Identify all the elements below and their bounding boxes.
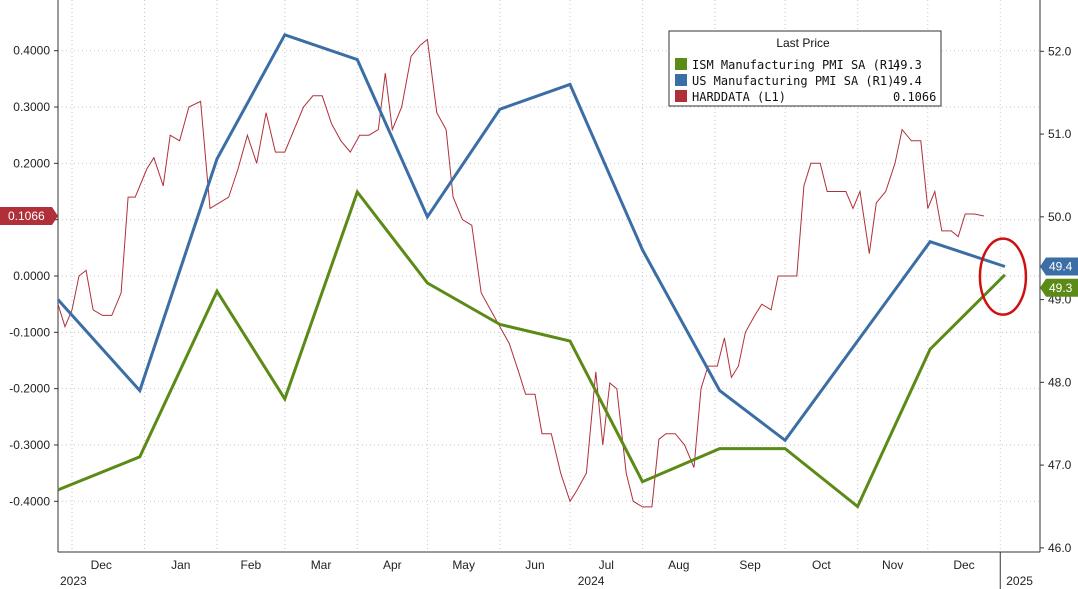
left-tick-label: -0.1000 bbox=[9, 325, 50, 339]
month-label: Aug bbox=[668, 558, 689, 572]
left-tick-label: -0.2000 bbox=[9, 382, 50, 396]
month-label: Feb bbox=[241, 558, 262, 572]
series-lines bbox=[56, 32, 1028, 509]
month-label: Jul bbox=[599, 558, 614, 572]
left-last-value-text: 0.1066 bbox=[8, 209, 45, 223]
highlight-circle bbox=[978, 237, 1028, 316]
last-value-tags: 0.1066 49.3 49.4 bbox=[0, 206, 1078, 297]
right-tick-label: 50.0 bbox=[1048, 210, 1072, 224]
left-tick-label: 0.3000 bbox=[13, 100, 50, 114]
legend-value: 49.3 bbox=[893, 58, 922, 72]
right-last-value-text: 49.3 bbox=[1049, 281, 1073, 295]
legend-swatch bbox=[675, 58, 687, 70]
year-label: 2025 bbox=[1006, 574, 1033, 588]
month-label: Apr bbox=[383, 558, 402, 572]
left-tick-label: 0.2000 bbox=[13, 156, 50, 170]
month-label: Mar bbox=[311, 558, 332, 572]
month-label: Sep bbox=[739, 558, 761, 572]
year-label: 2023 bbox=[60, 574, 87, 588]
left-tick-label: -0.4000 bbox=[9, 494, 50, 508]
month-label: Dec bbox=[953, 558, 974, 572]
legend-box bbox=[668, 30, 942, 107]
right-tick-label: 51.0 bbox=[1048, 127, 1072, 141]
series-line-harddata bbox=[57, 38, 985, 508]
legend-value: 49.4 bbox=[893, 74, 922, 88]
legend-label: ISM Manufacturing PMI SA (R1) bbox=[692, 58, 902, 72]
right-last-value-text: 49.4 bbox=[1049, 259, 1073, 273]
series-line-ism-pmi bbox=[57, 188, 1006, 509]
right-last-value-tag bbox=[1040, 278, 1078, 297]
month-label: Jun bbox=[525, 558, 544, 572]
legend-swatch bbox=[675, 74, 687, 86]
right-tick-label: 52.0 bbox=[1048, 44, 1072, 58]
left-tick-label: 0.4000 bbox=[13, 44, 50, 58]
month-label: Nov bbox=[882, 558, 903, 572]
tick-labels: 0.40000.30000.20000.10000.0000-0.1000-0.… bbox=[9, 44, 1071, 588]
left-last-value-tag bbox=[0, 206, 58, 225]
legend-label: HARDDATA (L1) bbox=[692, 90, 786, 104]
right-last-value-tag bbox=[1040, 257, 1078, 276]
axes bbox=[54, 0, 1044, 589]
legend-value: 0.1066 bbox=[893, 90, 936, 104]
month-label: Oct bbox=[812, 558, 831, 572]
series-line-us-pmi bbox=[56, 32, 1006, 443]
legend-label: US Manufacturing PMI SA (R1) bbox=[692, 74, 894, 88]
legend-swatch bbox=[675, 90, 687, 102]
right-tick-label: 48.0 bbox=[1048, 375, 1072, 389]
left-tick-label: -0.3000 bbox=[9, 438, 50, 452]
month-label: Jan bbox=[171, 558, 190, 572]
left-tick-label: 0.0000 bbox=[13, 269, 50, 283]
month-label: May bbox=[452, 558, 475, 572]
right-tick-label: 46.0 bbox=[1048, 541, 1072, 555]
month-label: Dec bbox=[91, 558, 112, 572]
right-tick-label: 47.0 bbox=[1048, 458, 1072, 472]
legend-title: Last Price bbox=[776, 36, 830, 50]
year-label: 2024 bbox=[578, 574, 605, 588]
